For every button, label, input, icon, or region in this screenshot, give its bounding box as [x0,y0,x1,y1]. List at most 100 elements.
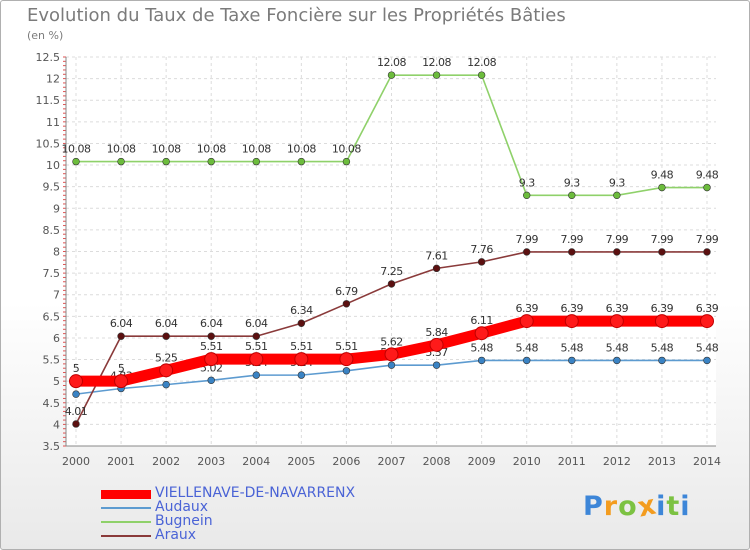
legend-label: VIELLENAVE-DE-NAVARRENX [155,485,356,501]
x-tick-label: 2000 [62,455,90,468]
data-point [294,352,309,367]
legend-item: Araux [101,527,401,543]
x-tick-label: 2014 [693,455,721,468]
data-point [162,157,170,166]
legend-label: Araux [155,527,197,543]
data-point [384,347,399,362]
legend-swatch [101,489,151,499]
data-point [658,356,666,365]
x-tick-label: 2001 [107,455,135,468]
x-tick-label: 2005 [287,455,315,468]
logo-letter: i [656,491,667,522]
data-point [117,332,125,340]
data-label: 9.48 [651,169,674,182]
data-label: 12.08 [467,56,496,69]
data-label: 10.08 [197,143,226,156]
data-label: 6.79 [335,285,358,298]
unit-label: (en %) [27,29,64,42]
y-tick-label: 10.5 [36,137,61,150]
data-point [207,376,215,385]
y-tick-label: 4.5 [43,397,61,410]
data-label: 5.48 [606,341,629,354]
y-tick-label: 12.5 [36,51,61,64]
data-label: 5.25 [155,351,178,364]
data-label: 6.39 [696,302,719,315]
data-point [249,352,264,367]
data-label: 10.08 [152,143,181,156]
data-point [387,361,396,369]
data-point [568,191,576,200]
logo-letter: i [680,491,691,522]
legend-swatch [101,507,151,509]
legend-swatch [101,535,151,537]
data-point [700,314,714,329]
y-tick-label: 10 [46,159,60,172]
data-point [162,332,170,340]
y-tick-label: 9 [53,202,60,215]
data-label: 9.3 [564,176,580,189]
y-tick-label: 7.5 [43,267,61,280]
series-araux: 4.01 6.04 6.04 6.04 6.04 6.34 6.79 7.25 7.61 7.76… [65,233,719,428]
legend-label: Audaux [155,499,209,515]
data-point [72,390,80,398]
data-point [297,371,306,379]
data-label: 6.04 [155,317,178,330]
data-point [658,183,666,192]
data-label: 7.99 [561,233,584,246]
data-label: 5.51 [245,340,268,353]
logo-letter: r [603,491,619,522]
data-label: 5 [73,362,80,375]
data-label: 4.01 [65,405,88,418]
y-tick-label: 8.5 [43,224,61,237]
data-point [703,356,711,365]
data-point [387,71,396,79]
data-label: 5.48 [561,341,584,354]
data-label: 9.3 [609,176,625,189]
x-tick-label: 2007 [378,455,406,468]
data-label: 6.04 [200,317,223,330]
data-label: 6.04 [110,317,133,330]
x-tick-label: 2002 [152,455,180,468]
y-tick-label: 6.5 [43,310,61,323]
y-tick-label: 8 [53,246,60,259]
data-point [474,326,489,341]
data-label: 5.48 [515,341,538,354]
y-tick-label: 4 [53,418,60,431]
data-label: 9.3 [519,176,535,189]
data-point [477,258,486,266]
x-tick-label: 2004 [242,455,270,468]
legend-swatch [101,521,151,523]
data-label: 6.39 [606,302,629,315]
data-point [568,356,576,365]
y-tick-label: 11 [46,116,60,129]
data-point [613,248,621,256]
data-label: 5.84 [425,326,448,339]
data-label: 6.39 [561,302,584,315]
data-point [523,356,531,365]
data-label: 10.08 [287,143,316,156]
data-label: 5.48 [696,341,719,354]
x-tick-label: 2006 [332,455,360,468]
data-label: 6.39 [651,302,674,315]
data-point [429,337,444,352]
data-label: 6.34 [290,304,313,317]
data-point [339,352,354,367]
data-point [568,248,576,256]
data-point [114,374,129,389]
data-point [432,361,441,369]
series-bugnein: 10.08 10.08 10.08 10.08 10.08 10.08 10.08 12.08… [62,56,719,200]
data-point [342,157,351,166]
data-point [162,380,170,389]
data-point [252,332,260,340]
x-tick-label: 2008 [423,455,451,468]
data-point [564,314,579,329]
x-tick-label: 2013 [648,455,676,468]
data-label: 7.99 [651,233,674,246]
data-point [342,300,351,308]
data-label: 5.48 [651,341,674,354]
data-point [703,248,711,256]
data-point [387,280,396,288]
data-point [204,352,219,367]
data-point [613,191,621,200]
data-label: 5.51 [335,340,358,353]
